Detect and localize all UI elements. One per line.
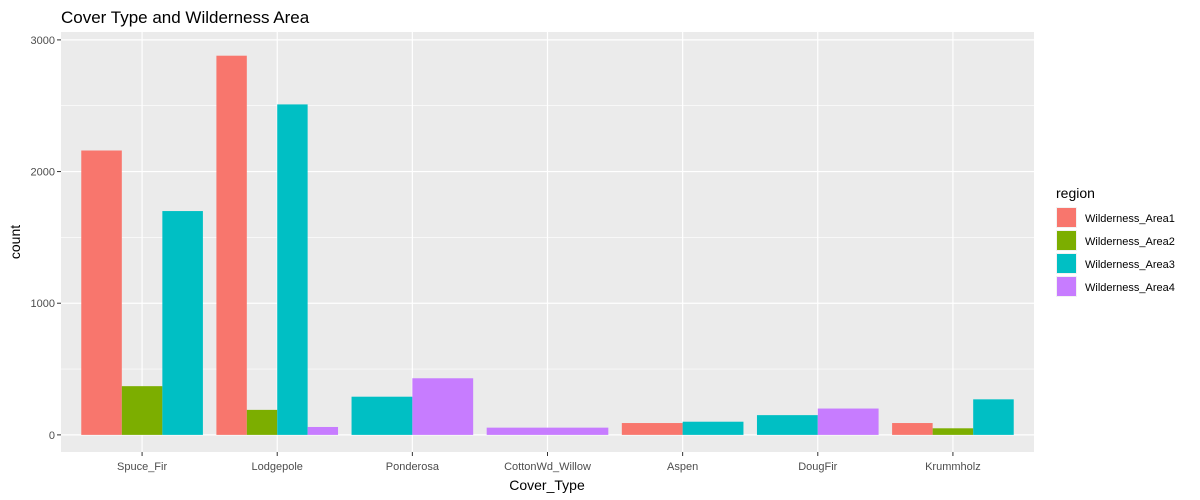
- y-tick-label: 0: [49, 430, 55, 442]
- legend-label-Wilderness_Area2: Wilderness_Area2: [1085, 236, 1175, 248]
- bar-Lodgepole-Wilderness_Area3: [277, 104, 308, 435]
- chart-title: Cover Type and Wilderness Area: [61, 8, 310, 27]
- bar-Lodgepole-Wilderness_Area4: [307, 426, 339, 435]
- legend-label-Wilderness_Area4: Wilderness_Area4: [1085, 282, 1175, 294]
- x-tick-label: Ponderosa: [386, 461, 440, 473]
- bars: [81, 55, 1014, 435]
- x-tick-label: Aspen: [667, 461, 698, 473]
- legend: region Wilderness_Area1 Wilderness_Area2 W…: [1056, 185, 1175, 297]
- x-tick-label: Spuce_Fir: [117, 461, 167, 473]
- bar-CottonWd_Willow-Wilderness_Area4: [486, 427, 609, 435]
- bar-Lodgepole-Wilderness_Area1: [216, 55, 247, 435]
- x-axis: Spuce_Fir Lodgepole Ponderosa CottonWd_Will…: [117, 452, 981, 473]
- legend-swatch-Wilderness_Area3: [1057, 254, 1076, 273]
- bar-Krummholz-Wilderness_Area1: [892, 423, 933, 435]
- legend-label-Wilderness_Area3: Wilderness_Area3: [1085, 259, 1175, 271]
- bar-Spuce_Fir-Wilderness_Area2: [121, 386, 163, 435]
- bar-DougFir-Wilderness_Area3: [756, 415, 818, 435]
- x-tick-label: CottonWd_Willow: [504, 461, 591, 473]
- y-axis: 0 1000 2000 3000: [31, 35, 61, 442]
- bar-Ponderosa-Wilderness_Area3: [351, 396, 413, 435]
- x-tick-label: Lodgepole: [252, 461, 303, 473]
- y-tick-label: 2000: [31, 167, 55, 179]
- y-axis-title: count: [7, 225, 23, 259]
- x-tick-label: DougFir: [798, 461, 837, 473]
- legend-label-Wilderness_Area1: Wilderness_Area1: [1085, 213, 1175, 225]
- bar-Spuce_Fir-Wilderness_Area1: [81, 150, 122, 435]
- bar-Krummholz-Wilderness_Area3: [973, 399, 1014, 435]
- bar-Aspen-Wilderness_Area1: [621, 423, 683, 435]
- legend-swatch-Wilderness_Area1: [1057, 208, 1076, 227]
- bar-Lodgepole-Wilderness_Area2: [246, 409, 278, 435]
- y-tick-label: 1000: [31, 298, 55, 310]
- bar-DougFir-Wilderness_Area4: [817, 408, 879, 435]
- legend-title: region: [1056, 185, 1095, 201]
- bar-Spuce_Fir-Wilderness_Area3: [162, 211, 203, 435]
- x-axis-title: Cover_Type: [509, 477, 585, 493]
- bar-Krummholz-Wilderness_Area2: [932, 428, 974, 435]
- x-tick-label: Krummholz: [925, 461, 981, 473]
- legend-swatch-Wilderness_Area4: [1057, 277, 1076, 296]
- legend-swatch-Wilderness_Area2: [1057, 231, 1076, 250]
- bar-Ponderosa-Wilderness_Area4: [412, 378, 474, 435]
- y-tick-label: 3000: [31, 35, 55, 47]
- bar-Aspen-Wilderness_Area3: [682, 421, 744, 435]
